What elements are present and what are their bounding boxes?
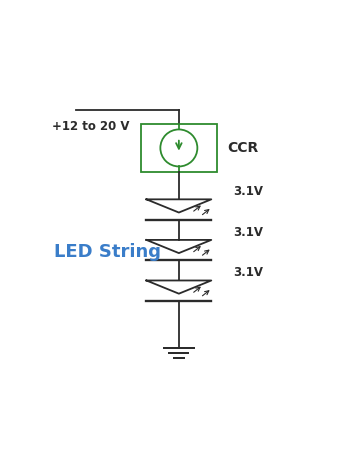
Text: 3.1V: 3.1V: [233, 266, 263, 279]
Text: 3.1V: 3.1V: [233, 185, 263, 198]
Bar: [141, 123, 217, 172]
Text: 3.1V: 3.1V: [233, 225, 263, 239]
Text: LED String: LED String: [54, 243, 162, 261]
Text: CCR: CCR: [228, 141, 259, 155]
Text: +12 to 20 V: +12 to 20 V: [52, 119, 129, 133]
